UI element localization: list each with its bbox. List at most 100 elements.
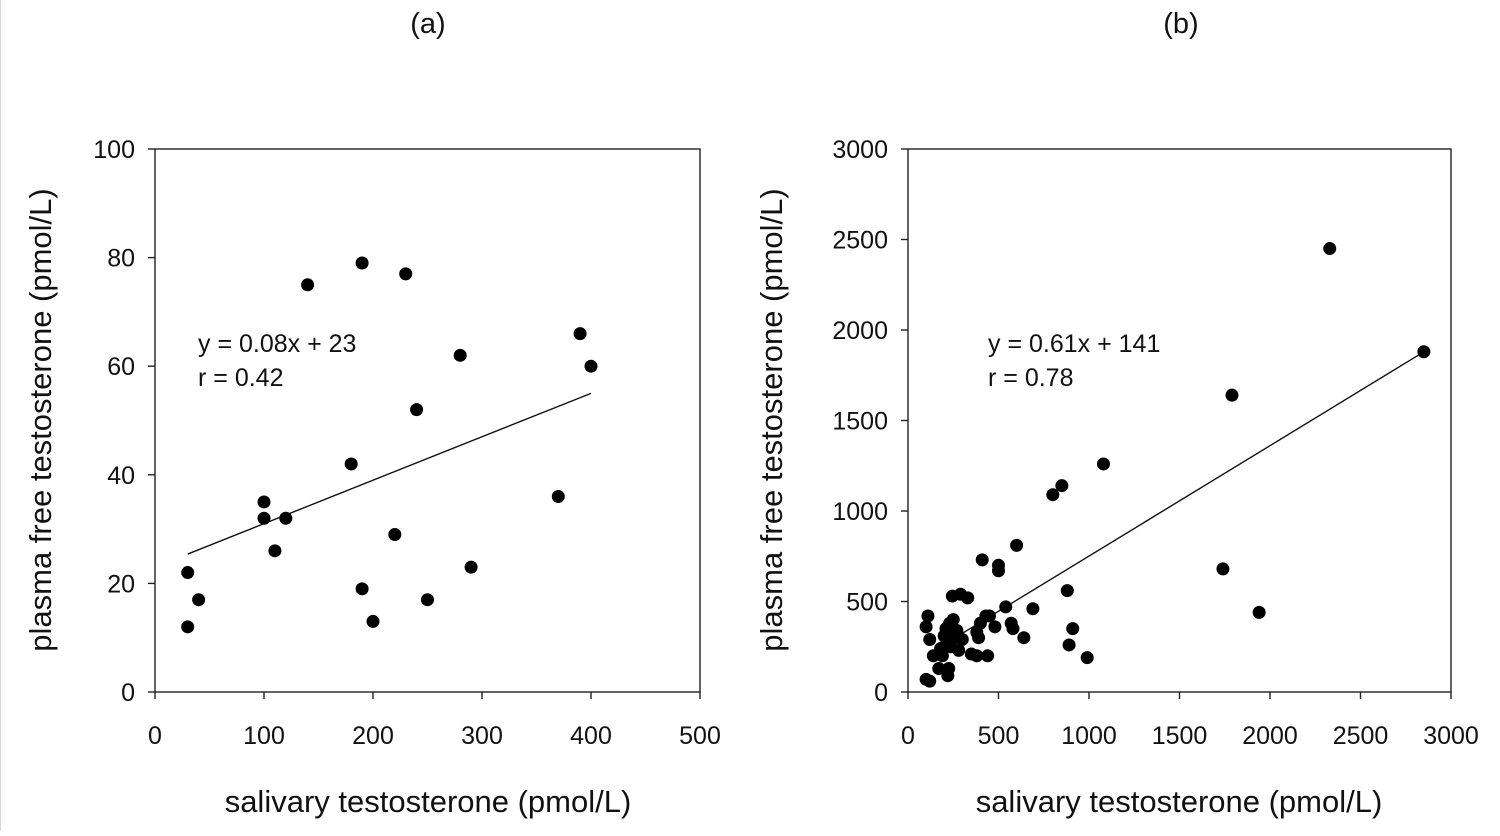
x-tick-label: 0 bbox=[148, 722, 162, 750]
data-point bbox=[975, 553, 989, 567]
data-point bbox=[410, 403, 424, 417]
data-point bbox=[279, 511, 293, 525]
y-tick-label: 0 bbox=[121, 679, 135, 707]
x-tick-label: 3000 bbox=[1423, 722, 1479, 750]
data-point bbox=[399, 267, 413, 281]
data-point bbox=[1055, 479, 1069, 493]
x-axis-label: salivary testosterone (pmol/L) bbox=[225, 784, 632, 819]
data-point bbox=[181, 620, 195, 634]
data-point bbox=[1252, 605, 1266, 619]
y-tick-label: 100 bbox=[93, 136, 135, 164]
data-point bbox=[1026, 602, 1040, 616]
data-point bbox=[942, 661, 956, 675]
data-point bbox=[972, 631, 986, 645]
data-point bbox=[464, 560, 478, 574]
data-point bbox=[1417, 345, 1431, 359]
y-tick-label: 2000 bbox=[832, 317, 888, 345]
x-tick-label: 500 bbox=[679, 722, 721, 750]
data-point bbox=[1060, 584, 1074, 598]
x-tick-label: 2500 bbox=[1333, 722, 1389, 750]
data-point bbox=[551, 490, 565, 504]
data-points bbox=[919, 242, 1431, 688]
data-point bbox=[982, 609, 996, 623]
correlation-coefficient: r = 0.78 bbox=[988, 364, 1073, 392]
x-axis: 0 500 1000 1500 2000 2500 3000 bbox=[901, 692, 1479, 750]
data-point bbox=[970, 649, 984, 663]
data-point bbox=[181, 566, 195, 580]
data-point bbox=[988, 620, 1002, 634]
y-tick-label: 1000 bbox=[832, 498, 888, 526]
data-point bbox=[961, 591, 975, 605]
data-point bbox=[268, 544, 282, 558]
y-tick-label: 1500 bbox=[832, 408, 888, 436]
data-point bbox=[257, 511, 271, 525]
data-point bbox=[952, 643, 966, 657]
data-point bbox=[923, 674, 937, 688]
data-point bbox=[981, 649, 995, 663]
data-point bbox=[992, 564, 1005, 578]
y-tick-label: 80 bbox=[107, 245, 135, 273]
data-point bbox=[1062, 638, 1076, 652]
x-tick-label: 1500 bbox=[1152, 722, 1208, 750]
y-tick-label: 60 bbox=[107, 353, 135, 381]
data-point bbox=[935, 649, 949, 663]
x-tick-label: 500 bbox=[978, 722, 1020, 750]
y-tick-label: 0 bbox=[874, 679, 888, 707]
data-point bbox=[932, 661, 946, 675]
panel-b: (b) 0 500 1000 1500 2000 2500 3000 0 500 1000 150… bbox=[754, 8, 1479, 819]
data-point bbox=[1096, 457, 1110, 471]
data-point bbox=[1225, 388, 1239, 402]
data-point bbox=[573, 327, 587, 341]
x-tick-label: 200 bbox=[352, 722, 394, 750]
trendline bbox=[958, 351, 1425, 637]
data-point bbox=[1323, 242, 1337, 256]
data-point bbox=[1006, 622, 1020, 636]
data-point bbox=[1010, 538, 1024, 552]
data-point bbox=[999, 600, 1013, 614]
y-axis: 0 500 1000 1500 2000 2500 3000 bbox=[832, 136, 908, 707]
data-point bbox=[1046, 488, 1060, 502]
panel-label: (a) bbox=[410, 8, 445, 40]
data-point bbox=[257, 495, 271, 509]
y-axis: 0 20 40 60 80 100 bbox=[93, 136, 155, 707]
data-point bbox=[1066, 622, 1080, 636]
x-tick-label: 2000 bbox=[1242, 722, 1298, 750]
y-tick-label: 40 bbox=[107, 462, 135, 490]
data-point bbox=[192, 593, 206, 607]
y-tick-label: 2500 bbox=[832, 227, 888, 255]
panel-a: (a) 0 100 200 300 400 500 0 20 40 60 80 100 y = 0.… bbox=[23, 8, 721, 819]
data-point bbox=[955, 633, 969, 647]
data-point bbox=[355, 582, 369, 596]
data-point bbox=[421, 593, 434, 607]
x-tick-label: 300 bbox=[461, 722, 503, 750]
x-tick-label: 400 bbox=[570, 722, 612, 750]
correlation-coefficient: r = 0.42 bbox=[198, 364, 283, 392]
regression-equation: y = 0.61x + 141 bbox=[988, 330, 1160, 358]
x-tick-label: 0 bbox=[901, 722, 915, 750]
panel-label: (b) bbox=[1163, 8, 1198, 40]
x-tick-label: 100 bbox=[243, 722, 285, 750]
data-point bbox=[453, 348, 467, 362]
y-tick-label: 500 bbox=[846, 589, 888, 617]
data-point bbox=[355, 256, 369, 270]
data-point bbox=[946, 613, 960, 627]
x-tick-label: 1000 bbox=[1061, 722, 1117, 750]
data-point bbox=[923, 633, 937, 647]
data-point bbox=[584, 359, 598, 373]
x-axis-label: salivary testosterone (pmol/L) bbox=[976, 784, 1383, 819]
plot-area-frame bbox=[154, 148, 701, 693]
data-point bbox=[388, 528, 402, 542]
trendline bbox=[187, 392, 592, 555]
x-axis: 0 100 200 300 400 500 bbox=[148, 692, 721, 750]
data-point bbox=[1080, 651, 1094, 665]
y-tick-label: 20 bbox=[107, 570, 135, 598]
data-point bbox=[919, 620, 933, 634]
y-axis-label: plasma free testosterone (pmol/L) bbox=[23, 188, 58, 652]
data-point bbox=[301, 278, 315, 292]
data-point bbox=[366, 614, 380, 628]
y-axis-label: plasma free testosterone (pmol/L) bbox=[754, 188, 789, 652]
data-point bbox=[921, 609, 935, 623]
data-point bbox=[344, 457, 358, 471]
